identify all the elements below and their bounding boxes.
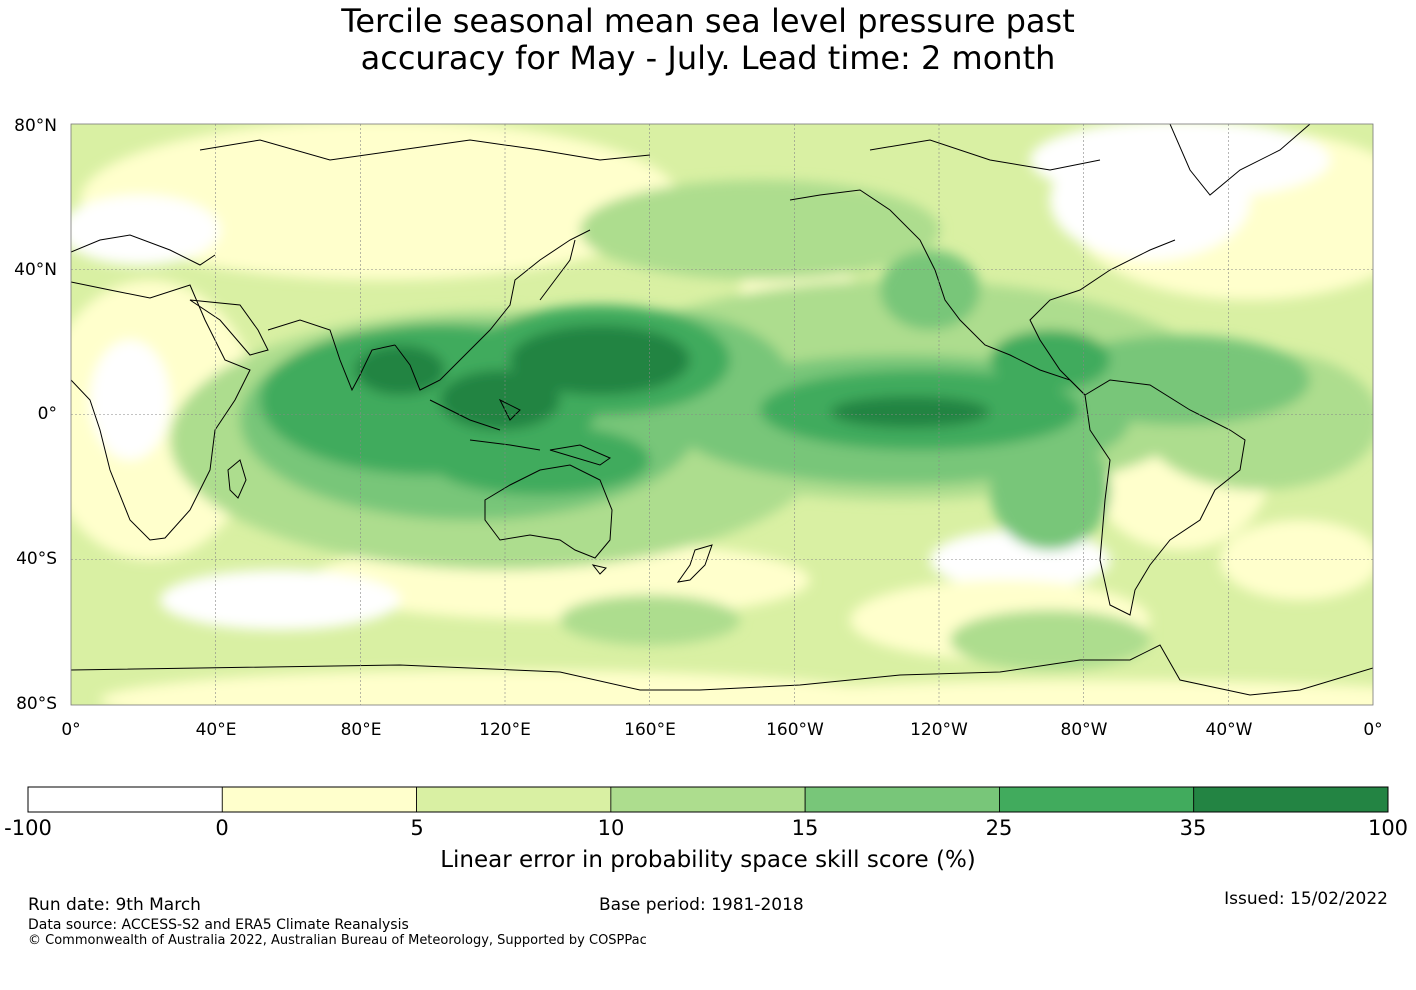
colorbar-tick-label: 100 bbox=[1367, 816, 1409, 840]
lon-label-120w: 120°W bbox=[910, 720, 968, 740]
coastlines bbox=[71, 124, 1373, 696]
map-frame bbox=[70, 123, 1374, 706]
colorbar-swatch bbox=[804, 786, 1000, 813]
title-line-2: accuracy for May - July. Lead time: 2 mo… bbox=[360, 39, 1056, 77]
title-line-1: Tercile seasonal mean sea level pressure… bbox=[341, 2, 1075, 40]
lat-label-40n: 40°N bbox=[14, 260, 57, 280]
colorbar-tick-label: 15 bbox=[791, 816, 819, 840]
colorbar bbox=[27, 786, 1389, 813]
colorbar-tick-label: 25 bbox=[985, 816, 1013, 840]
lat-label-40s: 40°S bbox=[16, 549, 57, 569]
lat-label-80n: 80°N bbox=[14, 116, 57, 136]
lon-label-160e: 160°E bbox=[624, 720, 676, 740]
colorbar-swatch bbox=[999, 786, 1195, 813]
copyright-notice: © Commonwealth of Australia 2022, Austra… bbox=[28, 933, 647, 948]
colorbar-swatch bbox=[221, 786, 417, 813]
colorbar-tick-label: -100 bbox=[4, 816, 52, 840]
colorbar-tick-label: 35 bbox=[1179, 816, 1207, 840]
run-date: Run date: 9th March bbox=[28, 895, 201, 915]
issued-date: Issued: 15/02/2022 bbox=[1224, 889, 1388, 909]
lon-label-40e: 40°E bbox=[195, 720, 237, 740]
colorbar-tick-label: 0 bbox=[215, 816, 229, 840]
lat-label-0: 0° bbox=[37, 404, 57, 424]
colorbar-tick-label: 10 bbox=[597, 816, 625, 840]
lon-label-0-left: 0° bbox=[61, 720, 81, 740]
lon-label-160w: 160°W bbox=[766, 720, 824, 740]
colorbar-tick-label: 5 bbox=[410, 816, 424, 840]
lat-label-80s: 80°S bbox=[16, 694, 57, 714]
lon-label-80w: 80°W bbox=[1060, 720, 1108, 740]
colorbar-swatch bbox=[27, 786, 223, 813]
lon-label-0-right: 0° bbox=[1363, 720, 1383, 740]
colorbar-swatch bbox=[610, 786, 806, 813]
lon-label-40w: 40°W bbox=[1205, 720, 1253, 740]
graticule bbox=[71, 124, 1373, 705]
colorbar-title: Linear error in probability space skill … bbox=[440, 847, 976, 873]
colorbar-swatch bbox=[416, 786, 612, 813]
colorbar-swatch bbox=[1193, 786, 1389, 813]
lon-label-120e: 120°E bbox=[479, 720, 531, 740]
skill-field bbox=[71, 124, 1373, 705]
lon-label-80e: 80°E bbox=[340, 720, 382, 740]
colorbar-frame bbox=[27, 786, 1389, 813]
base-period: Base period: 1981-2018 bbox=[599, 895, 804, 915]
data-source: Data source: ACCESS-S2 and ERA5 Climate … bbox=[28, 917, 409, 933]
